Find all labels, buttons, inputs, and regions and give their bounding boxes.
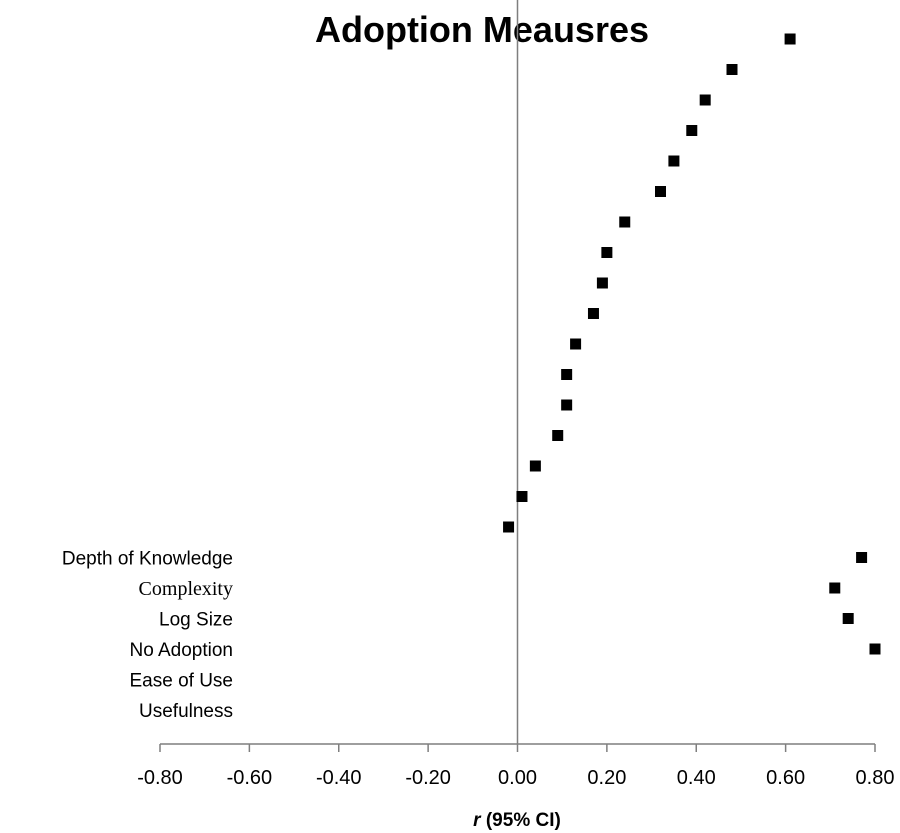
data-point-marker: [829, 582, 841, 594]
category-label: Depth of Knowledge: [62, 549, 233, 570]
x-axis-ticks: -0.80 -0.60 -0.40 -0.20 0.00 0.20 0.40 0.60 0.80: [137, 744, 894, 789]
data-point-marker: [699, 94, 711, 106]
data-point-marker: [655, 186, 666, 197]
x-tick-label: 0.20: [587, 767, 626, 789]
x-tick-label: -0.60: [227, 767, 273, 789]
category-label: Complexity: [139, 578, 233, 600]
data-point-marker: [668, 155, 680, 167]
data-point-marker: [686, 125, 698, 136]
marker-group: [503, 33, 881, 655]
category-label: Ease of Use: [130, 671, 234, 692]
data-point-marker: [726, 64, 738, 75]
data-point-marker: [561, 369, 573, 380]
data-point-marker: [503, 521, 515, 533]
category-label: Log Size: [159, 610, 233, 631]
data-point-marker: [856, 552, 868, 563]
x-axis-title-italic: r: [473, 810, 482, 831]
x-tick-label: -0.20: [405, 767, 451, 789]
x-tick-label: 0.80: [856, 767, 895, 789]
chart-title: Adoption Meausres: [315, 9, 649, 50]
category-label: No Adoption: [129, 640, 233, 661]
data-point-marker: [552, 430, 564, 441]
data-point-marker: [561, 399, 573, 411]
data-point-marker: [516, 491, 528, 502]
category-label-group: Depth of Knowledge Complexity Log Size No A…: [62, 549, 233, 723]
data-point-marker: [587, 308, 599, 319]
category-label: Usefulness: [139, 701, 233, 722]
data-point-marker: [842, 613, 854, 624]
data-point-marker: [596, 277, 608, 289]
x-tick-label: -0.40: [316, 767, 362, 789]
x-tick-label: -0.80: [137, 767, 183, 789]
data-point-marker: [869, 643, 881, 655]
x-tick-label: 0.40: [677, 767, 716, 789]
x-axis-title-rest: (95% CI): [481, 810, 561, 831]
x-axis-title: r (95% CI): [473, 810, 561, 831]
data-point-marker: [601, 247, 613, 258]
data-point-marker: [784, 33, 796, 45]
data-point-marker: [619, 216, 631, 228]
data-point-marker: [529, 460, 541, 472]
data-point-marker: [570, 338, 582, 350]
x-tick-label: 0.60: [766, 767, 805, 789]
x-tick-label: 0.00: [498, 767, 537, 789]
